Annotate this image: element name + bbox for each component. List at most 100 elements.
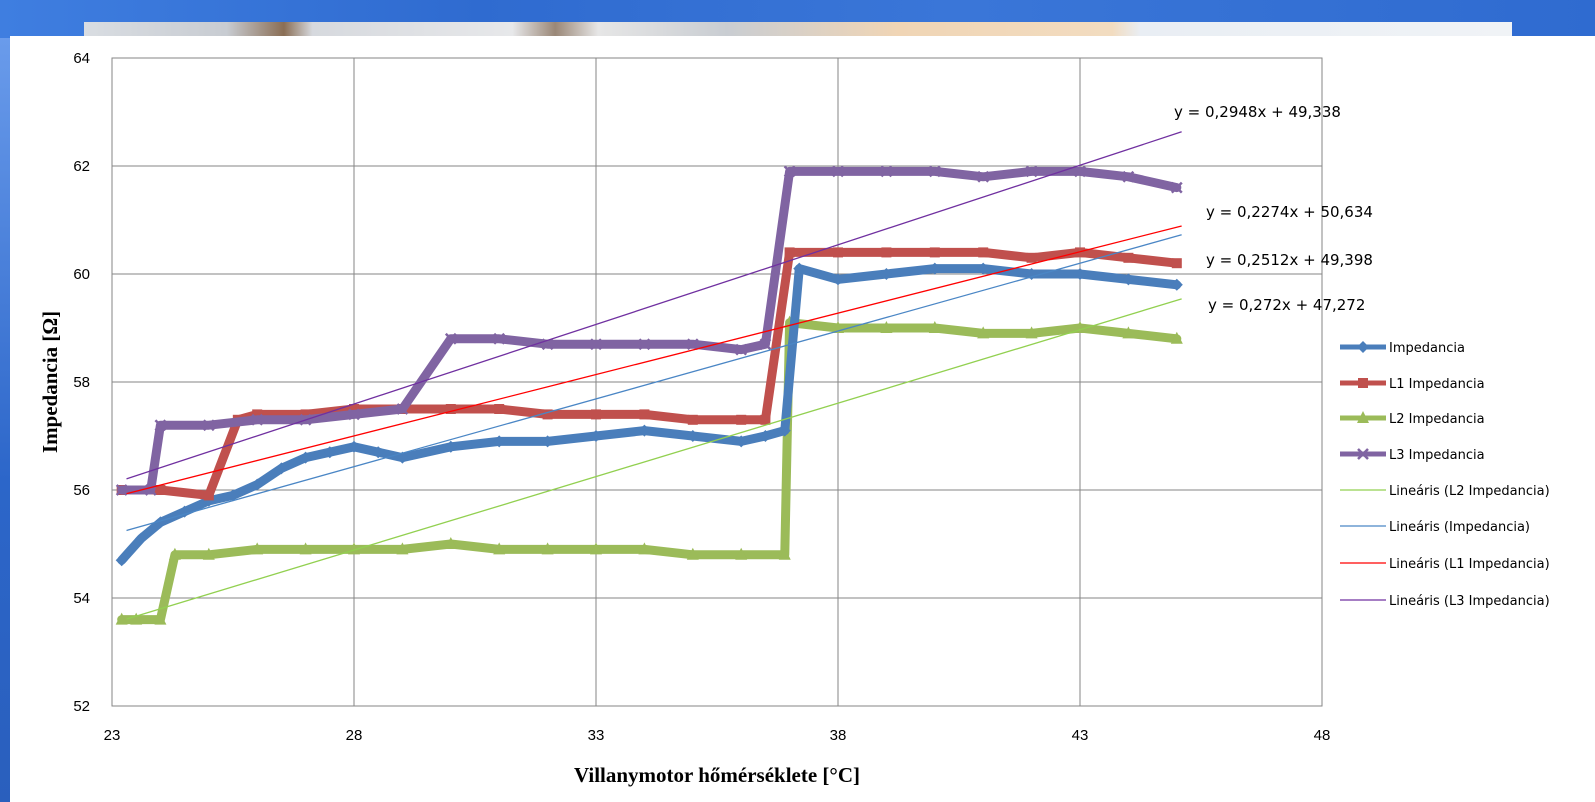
data-point xyxy=(1170,331,1183,344)
data-point xyxy=(444,440,457,453)
data-point xyxy=(638,338,651,351)
data-point xyxy=(686,547,699,560)
data-point xyxy=(445,404,456,414)
data-point xyxy=(300,409,311,420)
data-point xyxy=(252,409,263,420)
x-tick-label: 23 xyxy=(104,727,121,744)
data-point xyxy=(154,516,167,529)
legend-label: L3 Impedancia xyxy=(1389,448,1485,463)
data-point xyxy=(493,435,506,448)
data-point xyxy=(251,478,264,491)
data-point xyxy=(202,547,215,560)
x-axis-title: Villanymotor hőmérséklete [°C] xyxy=(574,763,860,787)
trendline xyxy=(126,225,1182,495)
data-point xyxy=(928,165,941,178)
equation-l2: y = 0,272x + 47,272 xyxy=(1208,296,1365,314)
legend-marker xyxy=(1358,378,1368,388)
y-tick-label: 56 xyxy=(73,482,90,499)
data-point xyxy=(323,446,336,459)
data-point xyxy=(638,424,651,437)
data-point xyxy=(881,247,892,258)
x-tick-label: 38 xyxy=(830,727,847,744)
data-point xyxy=(784,247,795,258)
data-point xyxy=(591,409,601,420)
data-point xyxy=(275,462,288,475)
y-tick-label: 60 xyxy=(73,266,90,283)
legend-item: Lineáris (Impedancia) xyxy=(1340,520,1530,535)
data-point xyxy=(396,542,409,555)
data-point xyxy=(130,612,143,625)
data-point xyxy=(202,419,215,432)
data-point xyxy=(928,262,941,275)
data-point xyxy=(168,547,181,560)
data-point xyxy=(977,326,990,339)
data-point xyxy=(493,542,506,555)
data-point xyxy=(880,268,893,280)
data-point xyxy=(735,343,748,356)
data-point xyxy=(1074,165,1086,178)
data-point xyxy=(686,430,699,442)
data-point xyxy=(155,485,166,495)
data-point xyxy=(493,332,506,345)
data-point xyxy=(1170,278,1183,291)
data-point xyxy=(686,338,699,351)
data-point xyxy=(833,247,843,258)
data-point xyxy=(759,338,772,351)
data-point xyxy=(832,165,844,178)
data-point xyxy=(735,547,748,560)
data-point xyxy=(494,404,505,414)
y-tick-label: 54 xyxy=(73,590,90,607)
y-tick-label: 64 xyxy=(73,50,90,67)
data-point xyxy=(977,170,990,183)
data-point xyxy=(348,408,360,421)
data-point xyxy=(760,414,771,425)
data-point xyxy=(978,247,989,258)
legend-label: L2 Impedancia xyxy=(1389,412,1485,427)
data-point xyxy=(348,440,360,453)
data-point xyxy=(1123,252,1134,263)
legend-item: L1 Impedancia xyxy=(1340,377,1485,392)
data-point xyxy=(759,430,772,442)
y-tick-label: 62 xyxy=(73,158,90,175)
data-point xyxy=(778,547,791,560)
legend-label: L1 Impedancia xyxy=(1389,377,1485,392)
data-point xyxy=(115,612,128,625)
y-axis-title: Impedancia [Ω] xyxy=(38,311,62,453)
legend-label: Lineáris (L3 Impedancia) xyxy=(1389,594,1550,609)
x-tick-label: 43 xyxy=(1072,727,1089,744)
legend-item: Lineáris (L1 Impedancia) xyxy=(1340,557,1550,572)
x-tick-label: 28 xyxy=(346,727,363,744)
data-point xyxy=(115,484,128,496)
data-point xyxy=(880,165,893,178)
data-point xyxy=(778,424,791,437)
data-point xyxy=(541,435,554,448)
data-point xyxy=(928,321,941,333)
data-point xyxy=(590,338,602,351)
data-point xyxy=(638,542,651,555)
y-tick-label: 58 xyxy=(73,374,90,391)
legend-marker xyxy=(1357,341,1369,353)
series-line xyxy=(117,318,1182,625)
legend-item: L3 Impedancia xyxy=(1340,448,1485,463)
data-point xyxy=(977,262,990,275)
legend-label: Lineáris (L2 Impedancia) xyxy=(1389,484,1550,499)
legend-item: L2 Impedancia xyxy=(1340,411,1485,427)
data-point xyxy=(1074,268,1086,280)
data-point xyxy=(135,532,148,545)
data-series xyxy=(115,165,1183,625)
data-point xyxy=(1170,181,1183,194)
data-point xyxy=(1025,326,1038,339)
series-2 xyxy=(115,315,1183,625)
legend-label: Impedancia xyxy=(1389,341,1465,356)
x-tick-label: 48 xyxy=(1314,727,1331,744)
data-point xyxy=(396,403,409,415)
data-point xyxy=(115,554,128,567)
y-tick-labels: 52 54 56 58 60 62 64 xyxy=(73,50,90,715)
data-point xyxy=(299,542,312,555)
data-point xyxy=(590,542,602,555)
data-point xyxy=(227,489,239,502)
legend-marker xyxy=(1357,448,1369,460)
data-point xyxy=(203,490,214,501)
x-tick-labels: 23 28 33 38 43 48 xyxy=(104,727,1331,744)
